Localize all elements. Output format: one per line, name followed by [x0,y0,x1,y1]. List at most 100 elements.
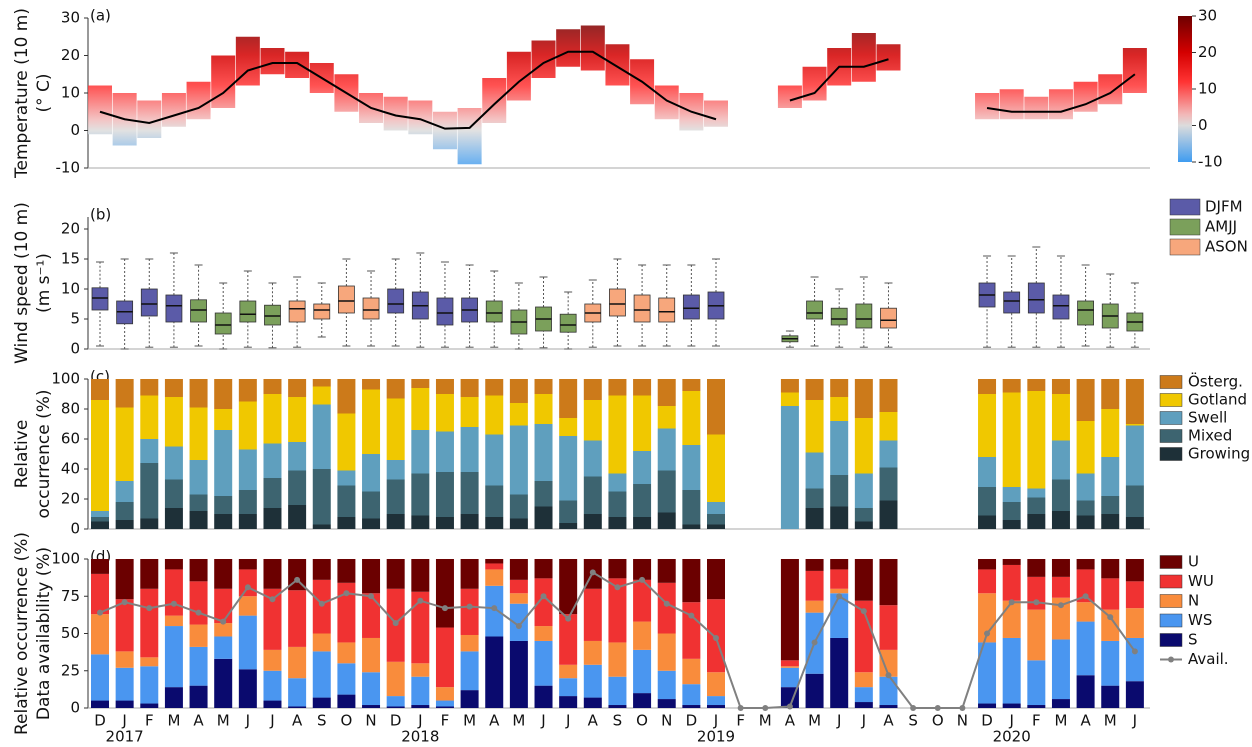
availability-point [1131,648,1138,655]
bar-segment [115,667,134,701]
box [806,300,823,320]
y-tick-label: 80 [61,400,80,418]
x-tick-label: A [785,712,796,730]
bar-segment [854,687,873,703]
bar-segment [214,379,233,409]
legend-label: S [1188,631,1198,649]
x-tick-label: D [94,712,106,730]
bar-segment [707,559,725,600]
temperature-range [851,33,876,82]
bar-segment [1027,391,1046,489]
box [682,294,700,320]
availability-point [786,703,793,710]
availability-point [343,590,350,597]
box [633,294,651,323]
bar-segment [214,658,233,708]
box [165,294,183,323]
bar-segment [411,379,430,388]
bar-segment [238,615,257,670]
y-tick-label: 0 [70,699,80,717]
bar-segment [238,490,257,514]
bar-segment [978,379,997,394]
legend-label: Österg. [1188,372,1243,391]
legend-label: Swell [1188,409,1227,427]
x-tick-label: N [661,712,672,730]
bar-segment [879,676,898,706]
temperature-range [580,25,605,71]
bar-segment [1125,517,1144,529]
bar-segment [288,678,307,707]
temperature-range [137,100,162,138]
bar-segment [312,379,331,387]
bar-segment [1101,609,1120,641]
y-tick-label: 75 [61,587,80,605]
legend-swatch [1159,555,1183,569]
y-axis-label: (m s⁻¹) [34,253,54,313]
bar-segment [1027,488,1046,498]
bar-segment [608,395,627,474]
temperature-range [605,44,630,86]
legend-swatch [1159,574,1183,589]
bar-segment [559,418,578,436]
bar-segment [805,508,824,529]
bar-segment [707,514,725,525]
bar-segment [854,702,873,708]
temperature-range [260,48,285,75]
bar-segment [1101,409,1120,457]
bar-segment [288,590,307,647]
bar-segment [1002,379,1021,393]
bar-segment [583,664,602,698]
bar-segment [608,559,627,579]
bar-segment [633,395,652,451]
y-tick-label: 20 [61,490,80,508]
bar-segment [435,706,454,708]
bar-segment [485,636,504,708]
bar-segment [460,514,479,529]
bar-segment [91,400,109,511]
y-tick-label: 20 [61,220,80,238]
x-tick-label: D [686,712,698,730]
bar-segment [1125,424,1144,426]
x-tick-label: J [1132,712,1137,730]
bar-segment [337,642,356,664]
bar-segment [411,473,430,516]
bar-segment [362,559,381,594]
bar-segment [879,467,898,501]
bar-segment [362,518,381,529]
bar-segment [509,593,528,604]
bar-segment [91,559,109,574]
bar-segment [534,559,553,579]
legend-swatch [1169,238,1201,256]
bar-segment [1002,502,1021,520]
bar-segment [214,623,233,637]
colorbar-tick-label: 10 [1198,80,1217,98]
bar-segment [830,379,849,397]
availability-point [269,596,276,603]
bar-segment [263,700,282,708]
bar-segment [805,600,824,613]
bar-segment [1076,515,1095,529]
bar-segment [633,579,652,622]
bar-segment [805,379,824,400]
bar-segment [1002,559,1021,565]
bar-segment [509,403,528,426]
x-tick-label: M [217,712,230,730]
bar-segment [164,569,183,616]
bar-segment [707,379,725,435]
bar-segment [534,578,553,627]
x-tick-label: J [121,712,126,730]
x-tick-label: M [808,712,821,730]
colorbar-tick-label: 30 [1198,7,1217,25]
bar-segment [189,511,208,529]
bar-segment [115,651,134,668]
bar-segment [411,591,430,664]
bar-segment [608,705,627,708]
bar-segment [559,379,578,418]
bar-segment [534,640,553,686]
bar-segment [164,626,183,688]
box [140,288,158,317]
bar-segment [164,615,183,627]
bar-segment [386,696,405,707]
bar-segment [263,394,282,444]
bar-segment [879,440,898,468]
